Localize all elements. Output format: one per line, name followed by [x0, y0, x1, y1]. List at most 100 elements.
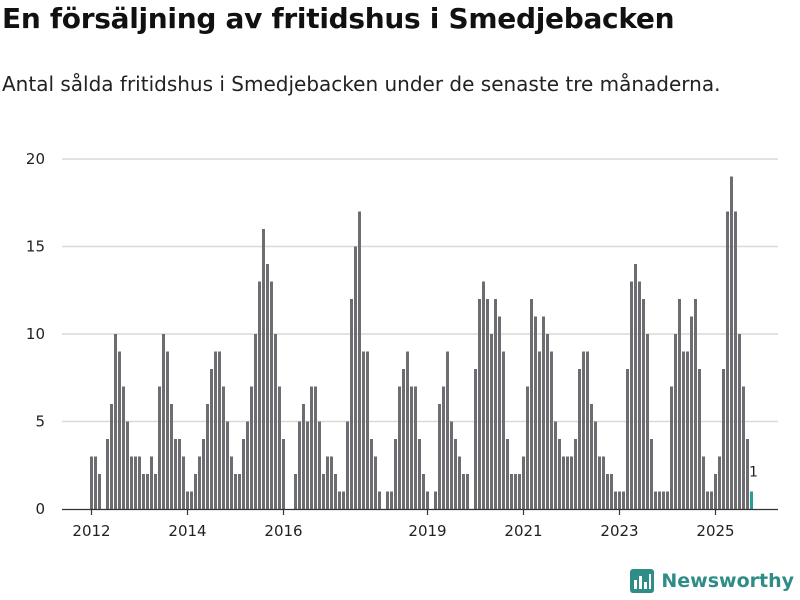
bar — [250, 386, 253, 509]
bar — [238, 474, 241, 509]
bar — [506, 439, 509, 509]
bar — [742, 386, 745, 509]
bar — [478, 299, 481, 509]
bar — [222, 386, 225, 509]
data-labels: 1 — [749, 465, 758, 481]
bar — [686, 351, 689, 509]
bar — [402, 369, 405, 509]
bar — [450, 421, 453, 509]
bar — [590, 404, 593, 509]
chart-subtitle: Antal sålda fritidshus i Smedjebacken un… — [2, 72, 721, 96]
bar — [550, 351, 553, 509]
bar — [318, 421, 321, 509]
bar — [406, 351, 409, 509]
bar — [414, 386, 417, 509]
y-tick-label: 10 — [26, 325, 45, 343]
bar — [494, 299, 497, 509]
bar — [334, 474, 337, 509]
bar — [482, 281, 485, 509]
bar — [602, 456, 605, 509]
bar — [626, 369, 629, 509]
bar — [542, 316, 545, 509]
bar — [438, 404, 441, 509]
bar-highlight — [750, 491, 753, 509]
bar — [618, 491, 621, 509]
bar — [538, 351, 541, 509]
bar — [578, 369, 581, 509]
bar — [526, 386, 529, 509]
x-tick-label: 2025 — [696, 522, 734, 540]
bar — [698, 369, 701, 509]
bar — [466, 474, 469, 509]
y-axis-labels: 0 5 10 15 20 — [26, 150, 45, 518]
bar — [310, 386, 313, 509]
bar — [198, 456, 201, 509]
bar — [694, 299, 697, 509]
bar — [378, 491, 381, 509]
bar — [410, 386, 413, 509]
bar — [354, 246, 357, 509]
bar — [94, 456, 97, 509]
bar — [426, 491, 429, 509]
bar — [342, 491, 345, 509]
bar — [734, 211, 737, 509]
bar — [434, 491, 437, 509]
bar — [462, 474, 465, 509]
bar — [126, 421, 129, 509]
bar — [302, 404, 305, 509]
bar — [182, 456, 185, 509]
bar — [566, 456, 569, 509]
bar — [522, 456, 525, 509]
bar — [162, 334, 165, 509]
bar — [366, 351, 369, 509]
bar — [642, 299, 645, 509]
y-tick-label: 20 — [26, 150, 45, 168]
bar — [242, 439, 245, 509]
bar — [266, 264, 269, 509]
bar — [594, 421, 597, 509]
y-tick-label: 0 — [35, 500, 45, 518]
bar — [110, 404, 113, 509]
newsworthy-logo-icon — [630, 569, 655, 593]
bar — [234, 474, 237, 509]
bar — [738, 334, 741, 509]
bar — [682, 351, 685, 509]
bar — [546, 334, 549, 509]
bar — [270, 281, 273, 509]
bar — [118, 351, 121, 509]
bar — [706, 491, 709, 509]
bars — [90, 176, 753, 509]
bar — [254, 334, 257, 509]
bar — [146, 474, 149, 509]
bar — [498, 316, 501, 509]
bar — [422, 474, 425, 509]
bar — [150, 456, 153, 509]
bar — [154, 474, 157, 509]
x-tick-label: 2021 — [504, 522, 542, 540]
x-tick-label: 2019 — [408, 522, 446, 540]
bar — [630, 281, 633, 509]
bar — [178, 439, 181, 509]
x-tick-label: 2023 — [600, 522, 638, 540]
bar — [646, 334, 649, 509]
bar — [134, 456, 137, 509]
bar — [518, 474, 521, 509]
bar — [710, 491, 713, 509]
bar — [458, 456, 461, 509]
bar — [278, 386, 281, 509]
bar — [562, 456, 565, 509]
bar — [226, 421, 229, 509]
bar — [346, 421, 349, 509]
bar — [606, 474, 609, 509]
bar — [190, 491, 193, 509]
bar — [370, 439, 373, 509]
bar — [374, 456, 377, 509]
bar — [558, 439, 561, 509]
bar — [534, 316, 537, 509]
bar — [282, 439, 285, 509]
bar — [474, 369, 477, 509]
bar — [262, 229, 265, 509]
bar — [666, 491, 669, 509]
bar — [338, 491, 341, 509]
